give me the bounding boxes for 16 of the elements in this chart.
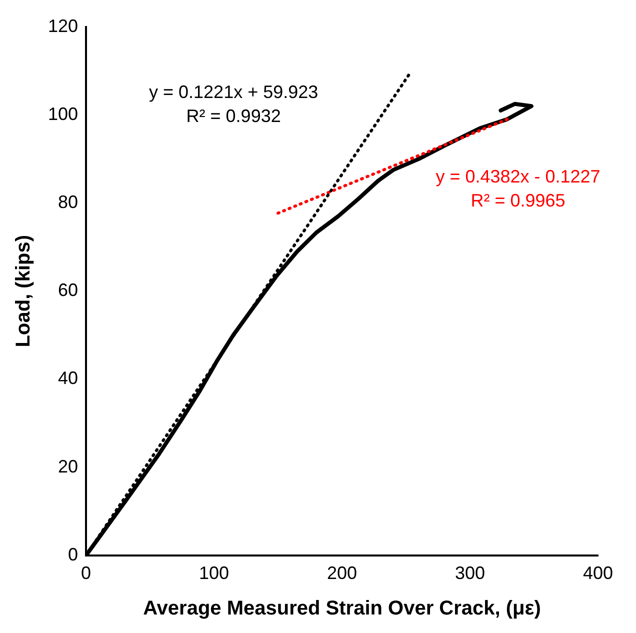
x-tick-label: 200 [326,563,358,584]
x-tick-label: 300 [454,563,486,584]
y-tick-label: 20 [58,456,78,476]
x-tick-label: 400 [582,563,614,584]
annotation: y = 0.4382x - 0.1227 R² = 0.9965 [436,166,600,210]
y-tick-label: 80 [58,192,78,212]
y-tick-label: 120 [48,16,78,36]
annotation: y = 0.1221x + 59.923 R² = 0.9932 [149,82,318,126]
x-tick-label: 0 [81,563,92,584]
y-axis-title: Load, (kips) [12,234,35,348]
y-tick-label: 100 [48,104,78,124]
x-tick-label: 100 [199,563,230,584]
y-tick-label: 40 [58,368,78,388]
x-axis-title: Average Measured Strain Over Crack, (με) [143,598,541,620]
y-tick-label: 60 [58,280,78,300]
y-tick-label: 0 [68,544,78,564]
